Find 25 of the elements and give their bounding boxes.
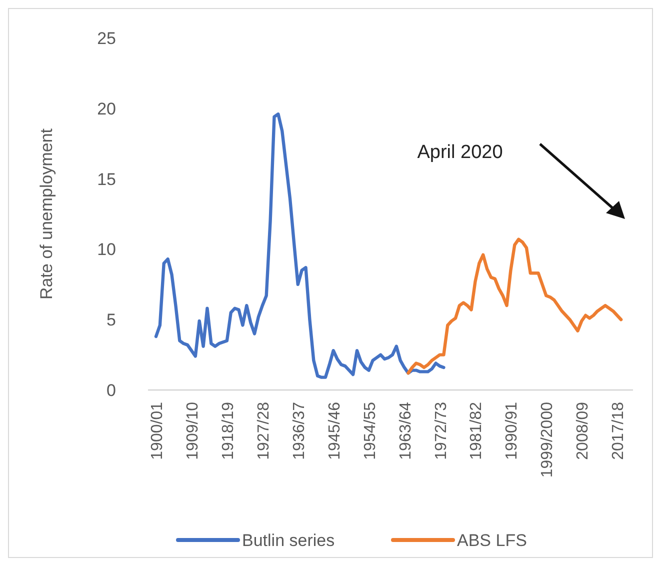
x-tick-label: 1990/91 <box>504 402 521 460</box>
x-tick-label: 1999/2000 <box>539 402 556 478</box>
y-tick-label: 0 <box>106 380 116 400</box>
annotation: April 2020 <box>417 142 503 163</box>
x-tick-label: 1909/10 <box>184 402 202 460</box>
x-tick-label: 1972/73 <box>432 402 450 460</box>
x-tick-label: 2017/18 <box>610 402 628 460</box>
x-tick-label: 2008/09 <box>574 402 592 460</box>
x-tick-label: 1918/19 <box>220 402 237 460</box>
x-tick-label: 1954/55 <box>362 402 379 460</box>
legend-label: Butlin series <box>242 531 335 550</box>
line-series <box>406 238 623 375</box>
x-tick-label: 1900/01 <box>149 402 166 460</box>
legend-label: ABS LFS <box>457 531 527 550</box>
x-tick-label: 1945/46 <box>326 402 344 460</box>
y-tick-label: 15 <box>97 170 116 189</box>
y-tick-label: 25 <box>97 28 116 48</box>
y-tick-label: 5 <box>106 310 116 330</box>
y-tick-label: 10 <box>97 240 116 260</box>
y-axis-title: Rate of unemployment <box>37 128 56 300</box>
y-tick-label: 20 <box>97 99 116 118</box>
x-tick-label: 1927/28 <box>255 402 272 460</box>
x-tick-label: 1981/82 <box>468 402 486 460</box>
x-tick-label: 1963/64 <box>397 402 414 460</box>
x-tick-label: 1936/37 <box>290 402 308 460</box>
